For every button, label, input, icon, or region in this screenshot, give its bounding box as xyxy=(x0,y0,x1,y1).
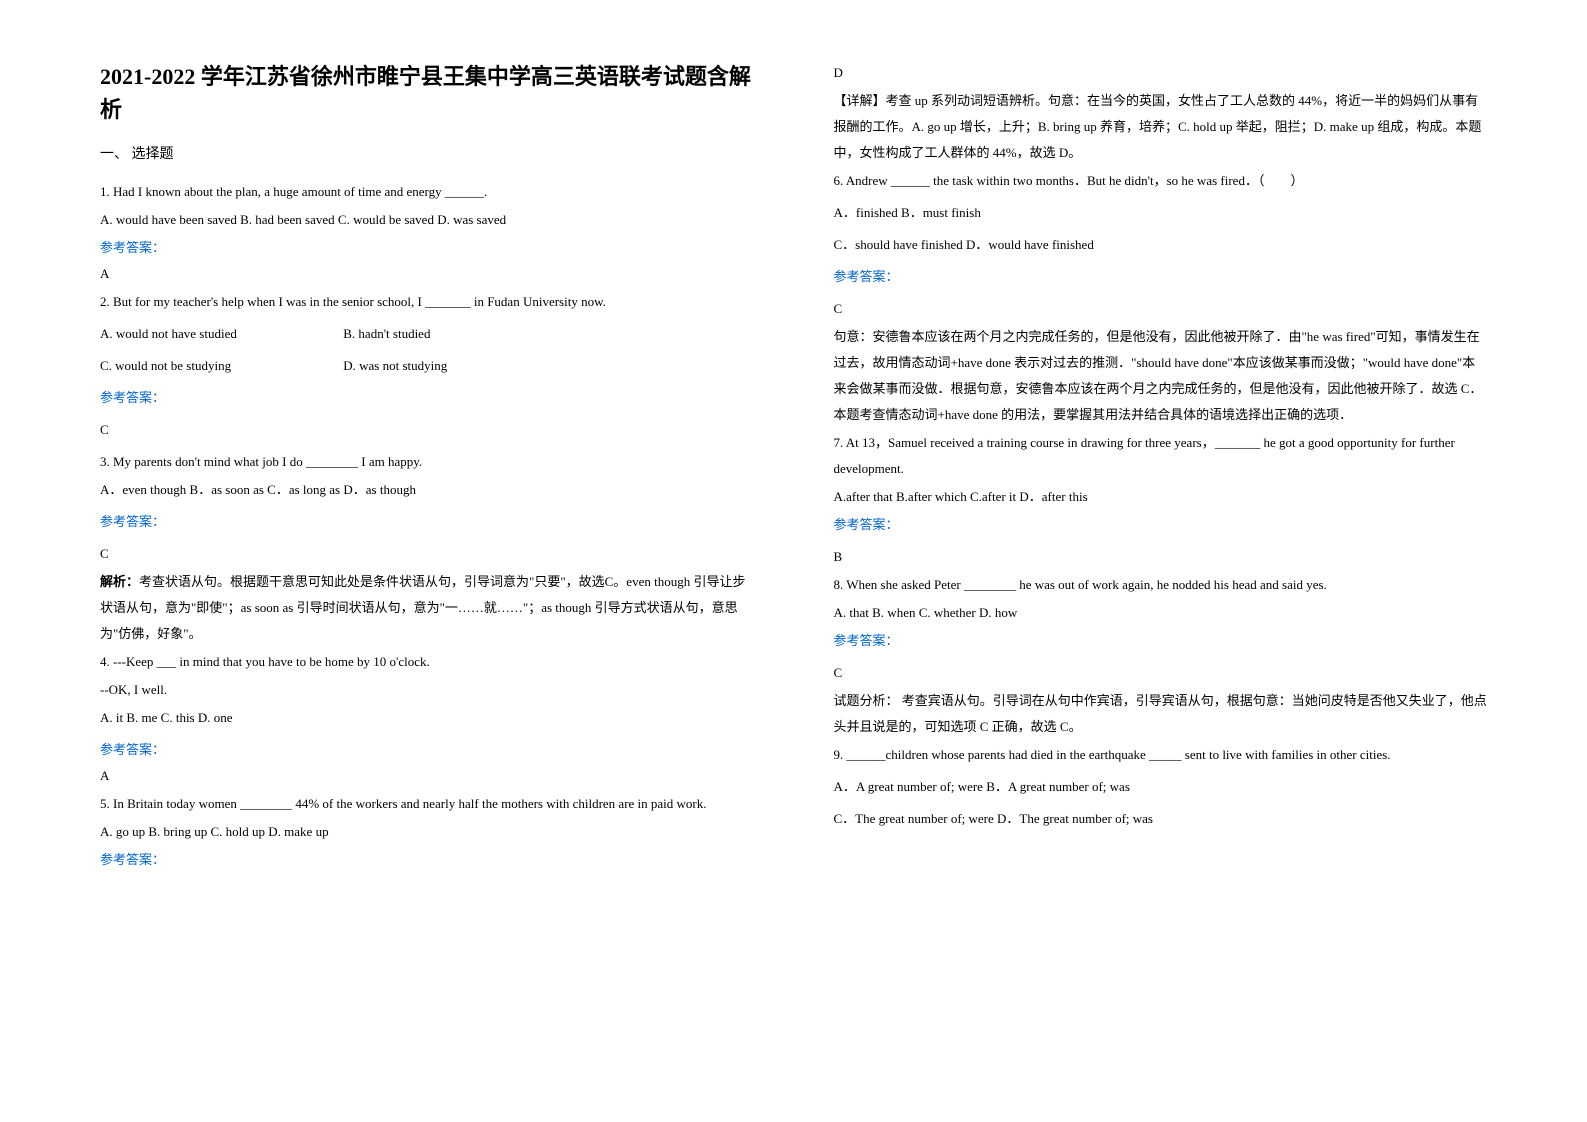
question-4-line2: --OK, I well. xyxy=(100,677,754,703)
answer-label: 参考答案： xyxy=(834,512,1488,538)
answer-label: 参考答案： xyxy=(100,235,754,261)
answer-label: 参考答案： xyxy=(100,847,754,873)
question-5-answer: D xyxy=(834,60,1488,86)
question-9: 9. ______children whose parents had died… xyxy=(834,742,1488,768)
question-6: 6. Andrew ______ the task within two mon… xyxy=(834,168,1488,194)
question-5: 5. In Britain today women ________ 44% o… xyxy=(100,791,754,817)
question-4-options: A. it B. me C. this D. one xyxy=(100,705,754,731)
question-1: 1. Had I known about the plan, a huge am… xyxy=(100,179,754,205)
answer-label: 参考答案： xyxy=(834,628,1488,654)
document-title: 2021-2022 学年江苏省徐州市睢宁县王集中学高三英语联考试题含解析 xyxy=(100,60,754,126)
question-8: 8. When she asked Peter ________ he was … xyxy=(834,572,1488,598)
question-3-answer: C xyxy=(100,541,754,567)
question-8-explanation: 试题分析： 考查宾语从句。引导词在从句中作宾语，引导宾语从句，根据句意：当她问皮… xyxy=(834,688,1488,740)
answer-label: 参考答案： xyxy=(100,509,754,535)
question-7-options: A.after that B.after which C.after it D．… xyxy=(834,484,1488,510)
answer-label: 参考答案： xyxy=(834,264,1488,290)
question-3-explanation: 解析：考查状语从句。根据题干意思可知此处是条件状语从句，引导词意为"只要"，故选… xyxy=(100,569,754,647)
explanation-text: 考查状语从句。根据题干意思可知此处是条件状语从句，引导词意为"只要"，故选C。e… xyxy=(100,574,745,641)
left-column: 2021-2022 学年江苏省徐州市睢宁县王集中学高三英语联考试题含解析 一、 … xyxy=(100,60,754,1062)
question-2: 2. But for my teacher's help when I was … xyxy=(100,289,754,315)
question-5-explanation: 【详解】考查 up 系列动词短语辨析。句意：在当今的英国，女性占了工人总数的 4… xyxy=(834,88,1488,166)
question-9-options-cd: C．The great number of; were D．The great … xyxy=(834,806,1488,832)
question-4-answer: A xyxy=(100,763,754,789)
question-2-options-row2: C. would not be studying D. was not stud… xyxy=(100,353,754,379)
question-3: 3. My parents don't mind what job I do _… xyxy=(100,449,754,475)
question-6-options-ab: A．finished B．must finish xyxy=(834,200,1488,226)
question-2-answer: C xyxy=(100,417,754,443)
q2-opt-b: B. hadn't studied xyxy=(343,326,430,341)
q2-opt-d: D. was not studying xyxy=(343,358,447,373)
question-7-answer: B xyxy=(834,544,1488,570)
q2-opt-c: C. would not be studying xyxy=(100,353,340,379)
section-heading: 一、 选择题 xyxy=(100,141,754,169)
question-8-options: A. that B. when C. whether D. how xyxy=(834,600,1488,626)
question-1-answer: A xyxy=(100,261,754,287)
question-6-explanation: 句意：安德鲁本应该在两个月之内完成任务的，但是他没有，因此他被开除了．由"he … xyxy=(834,324,1488,428)
explanation-label: 解析： xyxy=(100,574,139,589)
answer-label: 参考答案： xyxy=(100,385,754,411)
answer-label: 参考答案： xyxy=(100,737,754,763)
question-6-answer: C xyxy=(834,296,1488,322)
question-2-options-row1: A. would not have studied B. hadn't stud… xyxy=(100,321,754,347)
question-3-options: A．even though B．as soon as C．as long as … xyxy=(100,477,754,503)
question-8-answer: C xyxy=(834,660,1488,686)
right-column: D 【详解】考查 up 系列动词短语辨析。句意：在当今的英国，女性占了工人总数的… xyxy=(834,60,1488,1062)
question-6-options-cd: C．should have finished D．would have fini… xyxy=(834,232,1488,258)
question-4: 4. ---Keep ___ in mind that you have to … xyxy=(100,649,754,675)
question-7: 7. At 13，Samuel received a training cour… xyxy=(834,430,1488,482)
question-1-options: A. would have been saved B. had been sav… xyxy=(100,207,754,233)
question-5-options: A. go up B. bring up C. hold up D. make … xyxy=(100,819,754,845)
question-9-options-ab: A．A great number of; were B．A great numb… xyxy=(834,774,1488,800)
q2-opt-a: A. would not have studied xyxy=(100,321,340,347)
